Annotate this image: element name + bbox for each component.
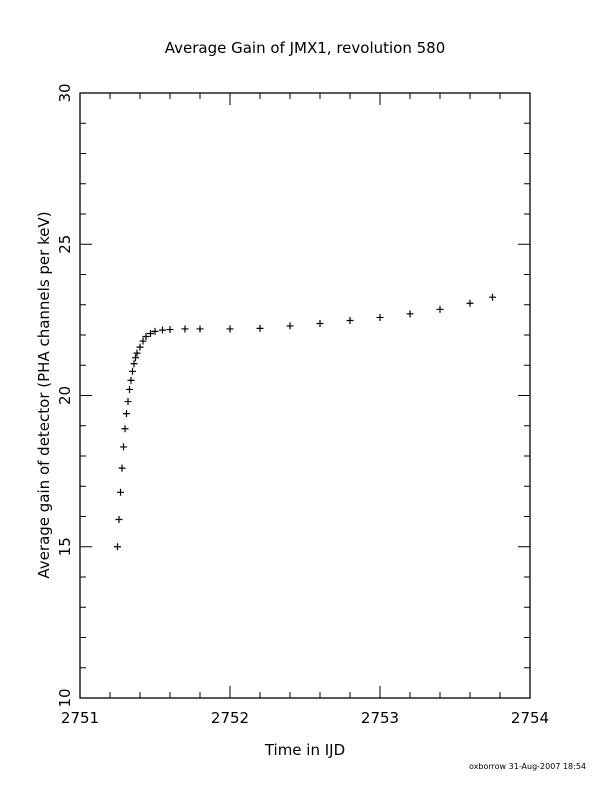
data-point [120,443,127,451]
y-tick-label: 30 [56,83,74,102]
y-tick-label: 25 [56,235,74,254]
x-axis-label: Time in IJD [264,741,345,759]
data-point [121,425,129,433]
axis-ticks [79,92,531,699]
data-point [117,488,124,496]
y-tick-label: 10 [56,688,74,707]
data-point [316,320,324,328]
data-point [133,349,141,357]
data-point [127,376,135,384]
plot-frame [79,92,531,699]
data-point [126,385,133,393]
data-point [123,410,130,418]
y-tick-label: 15 [56,537,74,556]
data-point [115,516,123,524]
data-point [139,337,147,345]
data-point [489,293,496,301]
data-point [136,343,144,351]
data-point [130,360,138,368]
data-point [406,310,414,318]
chart-title: Average Gain of JMX1, revolution 580 [165,39,446,57]
data-point [376,313,384,321]
data-point [118,464,126,472]
data-point [346,316,354,324]
data-points [114,293,496,551]
data-point [196,325,204,333]
x-tick-label: 2752 [211,709,249,727]
x-tick-labels: 2751 2752 2753 2754 [61,709,549,727]
data-point [147,329,154,337]
footer-stamp: oxborrow 31-Aug-2007 18:54 [469,762,586,771]
data-point [132,354,139,362]
y-tick-labels: 10 15 20 25 30 [56,83,74,707]
data-point [142,333,150,341]
y-tick-label: 20 [56,386,74,405]
y-axis-label: Average gain of detector (PHA channels p… [35,211,53,578]
x-tick-label: 2751 [61,709,99,727]
data-point [159,326,166,334]
data-point [129,367,136,375]
data-point [181,325,189,333]
data-point [114,543,121,551]
data-point [436,305,444,313]
data-point [166,326,174,334]
x-tick-label: 2754 [511,709,549,727]
data-point [151,327,159,335]
data-point [256,324,264,332]
data-point [466,299,474,307]
data-point [226,325,234,333]
x-tick-label: 2753 [361,709,399,727]
data-point [124,398,132,406]
data-point [286,322,294,330]
